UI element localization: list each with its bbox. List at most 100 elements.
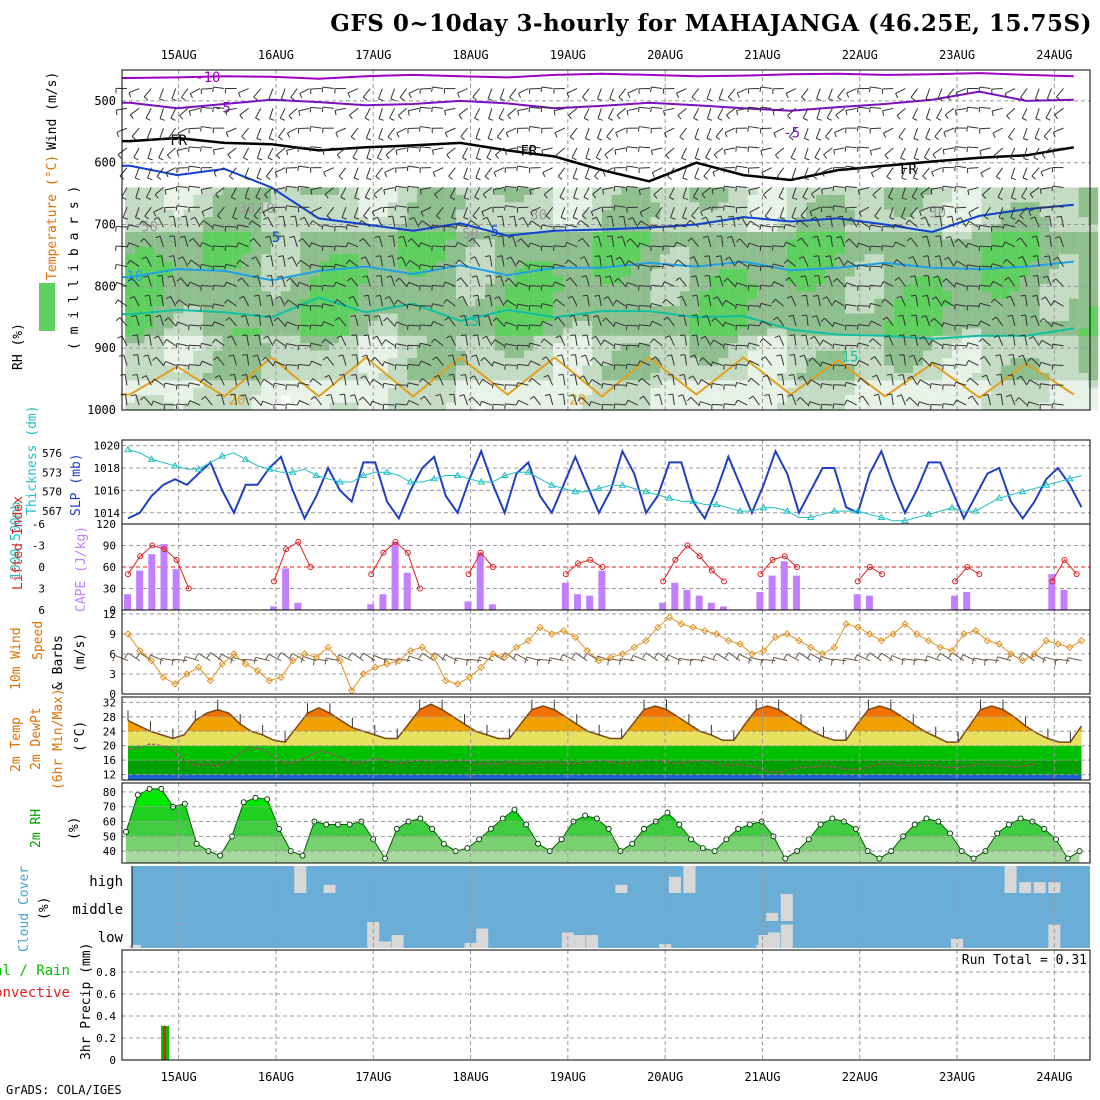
rh-cell: [300, 306, 311, 315]
rh-cell: [669, 269, 680, 277]
rh-cell: [601, 372, 612, 381]
rh-cell: [631, 217, 641, 226]
rh-cell: [504, 291, 515, 300]
upper-wind-barb: [353, 207, 360, 220]
rh-cell: [144, 231, 155, 240]
rh-cell: [125, 313, 135, 322]
upper-wind-barb: [345, 259, 359, 267]
rh2m-marker: [829, 815, 836, 822]
rh-cell: [854, 343, 865, 352]
upper-wind-barb: [463, 207, 469, 220]
upper-wind-barb: [711, 317, 724, 327]
pressure-tick-label: 800: [94, 279, 116, 293]
rh-cell: [553, 276, 564, 285]
upper-wind-barb: [141, 375, 152, 386]
rh-cell: [524, 269, 534, 277]
rh-cell: [387, 261, 398, 270]
upper-wind-barb: [803, 127, 810, 141]
rh-cell: [378, 246, 388, 255]
cape-bar: [574, 594, 582, 610]
rh-cell: [728, 217, 739, 226]
upper-wind-barb: [286, 147, 298, 156]
rh-cell: [679, 320, 690, 329]
upper-wind-barb: [882, 107, 894, 116]
rh-cell: [125, 358, 135, 366]
rh-cell: [251, 395, 262, 404]
rh-cell: [125, 298, 135, 307]
upper-wind-barb: [772, 88, 784, 94]
rh-cell: [358, 402, 369, 411]
rh-cell: [280, 209, 291, 218]
upper-wind-barb: [886, 373, 894, 386]
rh-cell: [378, 283, 388, 292]
rh-cell: [679, 387, 690, 396]
upper-wind-barb: [725, 256, 736, 267]
cape-bar: [865, 595, 873, 610]
rh-cell: [446, 283, 456, 292]
rh-cell: [1000, 224, 1011, 233]
upper-wind-barb: [934, 127, 943, 141]
rh-cell: [582, 239, 593, 248]
rh-cell: [796, 224, 807, 233]
upper-wind-barb: [735, 146, 748, 152]
rh-cell: [922, 231, 933, 240]
rh-cell: [319, 202, 330, 211]
rh-cell: [679, 209, 690, 218]
upper-wind-barb: [1029, 187, 1040, 199]
rh-cell: [319, 231, 330, 240]
rh-cell: [1078, 358, 1089, 366]
rh-cell: [601, 276, 612, 285]
rh-cell: [689, 269, 700, 277]
upper-wind-barb: [1051, 322, 1064, 328]
rh-cell: [922, 209, 933, 218]
upper-wind-barb: [909, 206, 918, 220]
cape-bar: [476, 552, 484, 610]
upper-wind-barb: [266, 294, 274, 307]
upper-wind-barb: [931, 167, 943, 177]
rh-cell: [368, 217, 379, 226]
rh-cell: [134, 365, 145, 374]
upper-wind-barb: [200, 284, 213, 291]
upper-wind-barb: [273, 186, 286, 195]
upper-wind-barb: [858, 206, 870, 218]
cloud-level-middle: middle: [72, 902, 123, 918]
rh-cell: [202, 246, 213, 255]
wind-barb: [913, 658, 929, 666]
rh-cell: [417, 335, 427, 344]
cloud-block: [128, 944, 141, 948]
rh-cell: [757, 246, 768, 255]
rh-cell: [942, 217, 953, 226]
upper-wind-barb: [810, 335, 821, 346]
rh-cell: [942, 261, 953, 270]
thickness-marker: [218, 452, 227, 459]
upper-wind-barb: [1035, 108, 1041, 121]
rh-cell: [446, 343, 456, 352]
rh-cell: [699, 350, 709, 359]
upper-wind-barb: [431, 245, 444, 251]
rh-cell: [358, 187, 369, 196]
rh-cell: [494, 209, 505, 218]
rh-cell: [1010, 239, 1021, 248]
rh-cell: [436, 380, 447, 389]
thickness-tick-label: 567: [42, 505, 62, 518]
rh-cell: [718, 269, 729, 277]
cloud-block: [1033, 882, 1046, 893]
upper-wind-barb: [418, 220, 432, 228]
upper-wind-barb: [694, 127, 700, 141]
rh-cell: [358, 328, 369, 337]
upper-wind-barb: [1028, 206, 1040, 216]
rh-cell: [1000, 202, 1011, 211]
rh-cell: [913, 254, 924, 263]
thickness-marker: [806, 513, 815, 521]
rh-cell: [1059, 224, 1069, 233]
rh-cell: [222, 395, 233, 404]
rh-cell: [290, 202, 301, 211]
upper-wind-barb: [1016, 237, 1028, 248]
rh-cell: [436, 306, 447, 315]
rh-cell: [835, 291, 846, 300]
rh-cell: [611, 395, 622, 404]
rh-cell: [232, 350, 242, 359]
rh-cell: [991, 358, 1001, 366]
rh-cell: [815, 343, 826, 352]
cloud-block: [768, 932, 781, 948]
